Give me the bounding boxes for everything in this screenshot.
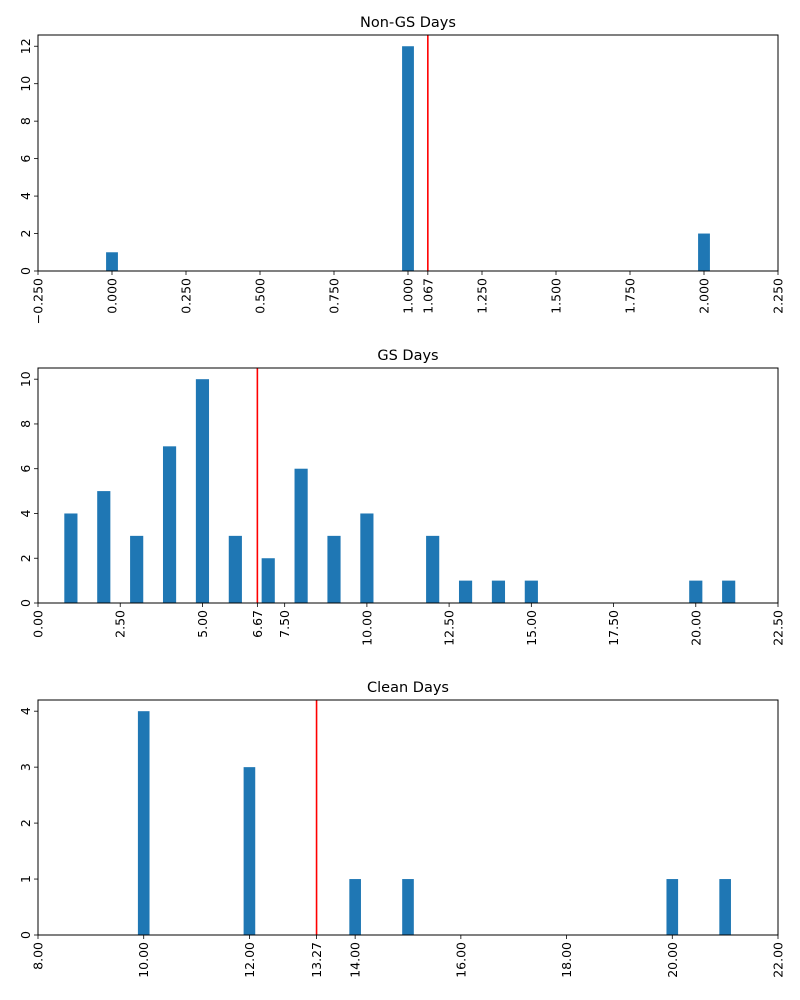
x-tick-label: 0.250: [179, 278, 194, 314]
x-tick-label: 13.27: [309, 942, 324, 978]
x-tick-label: 7.50: [277, 610, 292, 638]
x-tick-label: 20.00: [688, 610, 703, 646]
y-tick-label: 4: [18, 509, 33, 517]
x-axis: 0.00 2.50 5.00 6.67 7.50 10.00 12.50 15.00 17.50…: [31, 603, 786, 646]
histogram-bar: [130, 535, 144, 603]
x-tick-label: 20.00: [665, 942, 680, 978]
histogram-bar: [195, 379, 210, 603]
y-tick-label: 4: [18, 192, 33, 200]
histogram-bar: [64, 513, 78, 603]
histogram-bar: [106, 252, 118, 271]
histogram-bar: [327, 535, 341, 603]
bars-group: [137, 711, 731, 935]
x-tick-label: 8.00: [31, 942, 46, 970]
x-tick-label: 2.250: [771, 278, 786, 314]
y-tick-label: 10: [18, 76, 33, 92]
x-tick-label: 10.00: [359, 610, 374, 646]
histogram-bar: [719, 879, 731, 935]
histogram-bar: [698, 233, 710, 271]
bars-group: [64, 379, 736, 603]
histogram-bar: [458, 580, 473, 603]
x-tick-label: 10.00: [136, 942, 151, 978]
x-tick-label: 0.500: [253, 278, 268, 314]
x-tick-label: 15.00: [524, 610, 539, 646]
y-tick-label: 2: [18, 230, 33, 238]
histogram-bar: [97, 491, 111, 603]
histogram-bar: [402, 46, 414, 271]
x-axis: −0.250 0.000 0.250 0.500 0.750 1.000 1.067 1.25…: [31, 271, 786, 324]
histogram-bar: [524, 580, 538, 603]
y-tick-label: 0: [18, 267, 33, 275]
y-tick-label: 4: [18, 707, 33, 715]
x-tick-label: 1.067: [420, 278, 435, 314]
x-tick-label: 2.000: [697, 278, 712, 314]
x-tick-label: 12.50: [442, 610, 457, 646]
histogram-bar: [261, 558, 275, 603]
histogram-bar: [491, 580, 506, 603]
x-tick-label: 5.00: [195, 610, 210, 638]
y-axis: 0 2 4 6 8 10 12: [18, 38, 38, 275]
chart-clean-days: Clean Days 8.00 10.00 12.00 13.27 14.00 16.00…: [18, 680, 786, 978]
x-tick-label: 22.50: [771, 610, 786, 646]
y-tick-label: 6: [18, 465, 33, 473]
histogram-bar: [426, 535, 440, 603]
chart-title: Clean Days: [367, 680, 449, 696]
histogram-bar: [243, 767, 256, 935]
y-tick-label: 0: [18, 599, 33, 607]
plot-frame: [37, 699, 779, 936]
x-tick-label: 12.00: [242, 942, 257, 978]
y-axis: 0 2 4 6 8 10: [18, 371, 38, 607]
histogram-bar: [402, 879, 414, 935]
histogram-bar: [228, 535, 242, 603]
histogram-bar: [666, 879, 679, 935]
chart-gs-days: GS Days 0.00 2.50 5.00 6.67 7.50 10.00 12.50 15…: [18, 348, 786, 646]
x-tick-label: 18.00: [559, 942, 574, 978]
x-tick-label: 6.67: [250, 610, 265, 638]
y-tick-label: 3: [18, 763, 33, 771]
y-tick-label: 8: [18, 117, 33, 125]
histogram-bar: [722, 580, 736, 603]
histogram-bar: [162, 446, 177, 603]
histogram-bar: [689, 580, 703, 603]
x-tick-label: 0.750: [327, 278, 342, 314]
x-tick-label: 16.00: [453, 942, 468, 978]
x-tick-label: −0.250: [31, 278, 46, 324]
x-tick-label: 14.00: [348, 942, 363, 978]
y-tick-label: 2: [18, 819, 33, 827]
x-tick-label: 1.250: [475, 278, 490, 314]
x-tick-label: 1.750: [623, 278, 638, 314]
x-tick-label: 22.00: [771, 942, 786, 978]
y-tick-label: 6: [18, 155, 33, 163]
bars-group: [106, 46, 710, 271]
y-tick-label: 1: [18, 875, 33, 883]
x-tick-label: 0.00: [31, 610, 46, 638]
x-tick-label: 1.500: [549, 278, 564, 314]
chart-title: Non-GS Days: [360, 15, 456, 31]
y-tick-label: 12: [18, 38, 33, 54]
x-tick-label: 0.000: [105, 278, 120, 314]
plot-frame: [37, 367, 779, 604]
histogram-bar: [137, 711, 150, 935]
x-tick-label: 1.000: [401, 278, 416, 314]
histogram-bar: [294, 468, 308, 603]
x-tick-label: 17.50: [606, 610, 621, 646]
x-axis: 8.00 10.00 12.00 13.27 14.00 16.00 18.00 20.00 2…: [31, 935, 786, 978]
histogram-bar: [360, 513, 374, 603]
y-tick-label: 2: [18, 554, 33, 562]
histogram-bar: [349, 879, 361, 935]
y-axis: 0 1 2 3 4: [18, 707, 38, 939]
chart-non-gs-days: Non-GS Days −0.250 0.000 0.250 0.500 0.750 1.…: [18, 15, 786, 324]
y-tick-label: 0: [18, 931, 33, 939]
x-tick-label: 2.50: [113, 610, 128, 638]
y-tick-label: 8: [18, 420, 33, 428]
y-tick-label: 10: [18, 371, 33, 387]
chart-title: GS Days: [377, 348, 438, 364]
